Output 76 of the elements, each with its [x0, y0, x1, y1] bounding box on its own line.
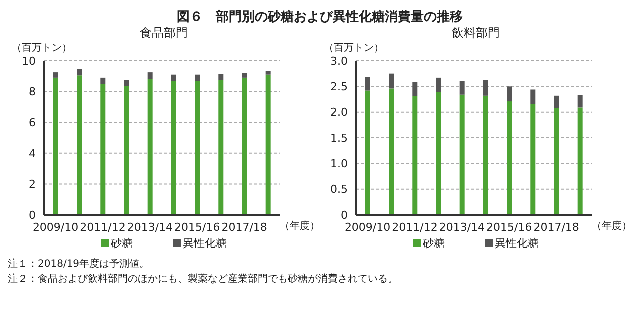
y-tick-label: 8	[29, 86, 36, 99]
bar	[53, 72, 58, 78]
bar	[365, 77, 370, 91]
bar	[242, 73, 248, 78]
bar	[124, 80, 130, 86]
bar	[578, 95, 583, 108]
x-tick-label: 2017/18	[534, 220, 580, 234]
bar	[483, 80, 488, 96]
legend-label: 砂糖	[111, 236, 133, 250]
y-tick-label: 10	[22, 54, 36, 68]
bar	[460, 81, 465, 95]
bar	[554, 108, 560, 215]
x-axis-title: （年度）	[280, 220, 320, 233]
chart-subtitle: 食品部門	[139, 25, 189, 41]
bar	[171, 74, 176, 82]
bar	[77, 69, 82, 76]
text: 注１：2018/19年度は予測値。	[8, 258, 151, 272]
bar	[483, 96, 488, 215]
bar	[53, 78, 58, 215]
legend-label: 異性化糖	[495, 236, 539, 250]
bar	[266, 74, 271, 215]
bar	[507, 86, 512, 102]
bar	[530, 90, 536, 104]
chart-subtitle: 飲料部門	[451, 25, 501, 41]
y-tick-label: 6	[29, 116, 36, 130]
bar	[218, 80, 224, 215]
bar	[148, 79, 153, 215]
bar	[365, 90, 370, 215]
legend-label: 異性化糖	[183, 236, 227, 250]
y-tick-label: 1.0	[330, 158, 348, 171]
y-tick-label: 0	[341, 208, 348, 222]
legend-label: 砂糖	[423, 236, 445, 250]
text: 注２：食品および飲料部門のほかにも、製薬など産業部門でも砂糖が消費されている。	[8, 272, 399, 287]
bar	[507, 102, 512, 215]
x-tick-label: 2011/12	[80, 220, 126, 234]
bar	[578, 108, 583, 215]
y-tick-label: 0	[29, 208, 36, 222]
x-tick-label: 2015/16	[174, 220, 220, 234]
y-tick-label: 0.5	[330, 183, 348, 196]
y-tick-label: 1.5	[330, 132, 348, 145]
bar	[124, 86, 130, 215]
y-tick-label: 2.5	[330, 80, 348, 94]
x-tick-label: 2009/10	[32, 220, 79, 234]
bar	[77, 76, 82, 215]
y-tick-label: 2	[29, 178, 36, 192]
bar	[436, 92, 442, 215]
x-tick-label: 2011/12	[392, 220, 438, 234]
bar	[530, 104, 536, 215]
bar	[389, 88, 394, 215]
x-tick-label: 2017/18	[222, 220, 268, 234]
y-tick-label: 3.0	[330, 54, 348, 68]
bar	[148, 72, 153, 80]
y-tick-label: 2.0	[330, 106, 348, 120]
x-tick-label: 2013/14	[439, 220, 486, 234]
x-tick-label: 2015/16	[486, 220, 532, 234]
y-tick-label: 4	[29, 147, 36, 160]
bar	[266, 71, 271, 75]
x-tick-label: 2009/10	[344, 220, 391, 234]
bar	[100, 84, 106, 215]
bar	[218, 74, 224, 80]
bar	[100, 78, 106, 84]
bar	[242, 78, 248, 215]
y-axis-title: （百万トン）	[323, 42, 385, 55]
bar	[195, 74, 200, 82]
x-tick-label: 2013/14	[127, 220, 174, 234]
text: 図６ 部門別の砂糖および異性化糖消費量の推移	[176, 8, 464, 25]
bar	[412, 96, 418, 215]
bar	[436, 78, 442, 92]
bar	[460, 94, 465, 215]
bar	[389, 74, 394, 89]
bar	[412, 82, 418, 96]
bar	[554, 96, 560, 108]
y-axis-title: （百万トン）	[11, 42, 73, 55]
x-axis-title: （年度）	[592, 220, 632, 233]
bar	[195, 81, 200, 215]
bar	[171, 81, 176, 215]
